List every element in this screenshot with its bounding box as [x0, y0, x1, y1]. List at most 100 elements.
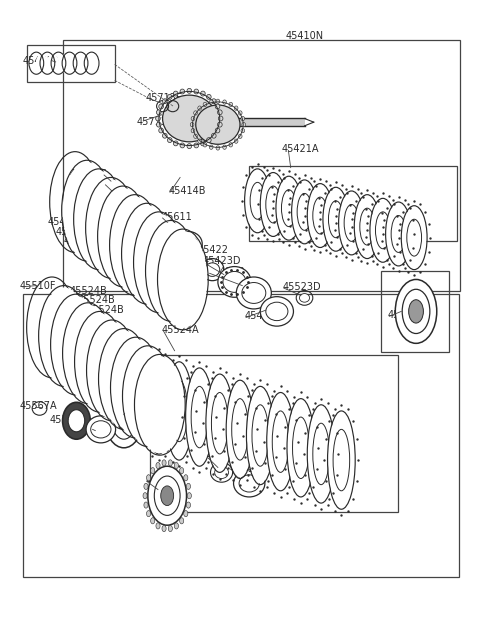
Text: 45523D: 45523D	[282, 282, 321, 292]
Ellipse shape	[218, 266, 251, 297]
Ellipse shape	[402, 207, 427, 268]
Text: 45523: 45523	[134, 392, 165, 403]
Ellipse shape	[227, 381, 253, 477]
Ellipse shape	[68, 410, 84, 432]
Text: 45524B: 45524B	[70, 285, 107, 296]
Ellipse shape	[168, 460, 172, 466]
Ellipse shape	[62, 403, 90, 439]
Ellipse shape	[239, 475, 259, 492]
Ellipse shape	[123, 348, 172, 445]
Ellipse shape	[168, 138, 172, 143]
Ellipse shape	[180, 143, 185, 148]
Text: 45443T: 45443T	[72, 246, 109, 256]
Text: 45456B: 45456B	[387, 310, 425, 320]
Ellipse shape	[148, 466, 187, 525]
Ellipse shape	[184, 475, 188, 481]
Ellipse shape	[163, 99, 167, 104]
Ellipse shape	[174, 463, 179, 468]
Ellipse shape	[91, 420, 111, 438]
Ellipse shape	[201, 141, 205, 146]
Ellipse shape	[408, 300, 423, 323]
Ellipse shape	[186, 502, 191, 508]
Ellipse shape	[215, 128, 220, 133]
Text: 45443T: 45443T	[56, 227, 92, 237]
Text: 45510F: 45510F	[20, 280, 56, 291]
Ellipse shape	[163, 133, 167, 138]
Ellipse shape	[239, 111, 242, 115]
Ellipse shape	[190, 122, 194, 127]
Ellipse shape	[339, 192, 364, 253]
Ellipse shape	[75, 313, 124, 410]
Bar	[23, 294, 459, 577]
Ellipse shape	[151, 468, 155, 474]
Ellipse shape	[180, 89, 185, 94]
Text: 45567A: 45567A	[20, 401, 58, 411]
Ellipse shape	[111, 339, 160, 436]
Ellipse shape	[168, 525, 172, 532]
Ellipse shape	[194, 89, 199, 94]
Ellipse shape	[241, 129, 245, 133]
Text: 45611: 45611	[162, 212, 192, 222]
Ellipse shape	[62, 162, 111, 259]
Ellipse shape	[288, 400, 314, 496]
Ellipse shape	[223, 271, 246, 292]
Ellipse shape	[223, 145, 227, 149]
Ellipse shape	[229, 102, 233, 106]
Ellipse shape	[69, 54, 81, 72]
Bar	[27, 45, 115, 82]
Ellipse shape	[355, 196, 380, 257]
Ellipse shape	[159, 104, 163, 109]
Ellipse shape	[118, 412, 131, 430]
Ellipse shape	[112, 403, 136, 439]
Text: 45443T: 45443T	[78, 179, 114, 189]
Text: 45422: 45422	[198, 245, 228, 255]
Ellipse shape	[161, 486, 174, 506]
Bar	[381, 271, 449, 352]
Ellipse shape	[74, 171, 123, 268]
Ellipse shape	[98, 188, 147, 285]
Ellipse shape	[86, 179, 135, 276]
Text: 45442F: 45442F	[245, 311, 281, 321]
Ellipse shape	[371, 200, 396, 261]
Ellipse shape	[267, 394, 294, 490]
Ellipse shape	[247, 388, 274, 483]
Ellipse shape	[174, 523, 179, 529]
Ellipse shape	[191, 129, 195, 133]
Text: 45443T: 45443T	[86, 188, 123, 198]
Ellipse shape	[184, 511, 188, 516]
Ellipse shape	[143, 493, 147, 499]
Ellipse shape	[194, 134, 197, 138]
Bar	[166, 118, 304, 126]
Ellipse shape	[145, 357, 172, 452]
Ellipse shape	[173, 141, 178, 146]
Text: 45511E: 45511E	[205, 451, 242, 461]
Ellipse shape	[146, 511, 151, 516]
Ellipse shape	[39, 287, 88, 385]
Text: 45524B: 45524B	[48, 327, 85, 337]
Ellipse shape	[212, 133, 216, 138]
Ellipse shape	[201, 91, 205, 96]
Ellipse shape	[196, 105, 240, 144]
Ellipse shape	[146, 222, 195, 319]
Text: 45443T: 45443T	[95, 198, 131, 208]
Ellipse shape	[186, 483, 191, 490]
Ellipse shape	[239, 134, 242, 138]
Ellipse shape	[151, 518, 155, 524]
Text: 45443T: 45443T	[48, 217, 84, 227]
Ellipse shape	[194, 111, 197, 115]
Ellipse shape	[229, 143, 233, 147]
Ellipse shape	[308, 406, 335, 502]
Ellipse shape	[36, 54, 48, 72]
Ellipse shape	[205, 263, 220, 276]
Ellipse shape	[162, 525, 166, 532]
Text: 45514A: 45514A	[230, 464, 267, 474]
Text: 45524B: 45524B	[56, 337, 94, 347]
Text: 45443T: 45443T	[70, 169, 106, 179]
Text: 45542D: 45542D	[49, 415, 88, 424]
Ellipse shape	[206, 375, 233, 471]
Text: 45713E: 45713E	[145, 93, 182, 102]
Text: 45524B: 45524B	[72, 356, 110, 367]
Ellipse shape	[173, 91, 178, 96]
Ellipse shape	[223, 100, 227, 104]
Ellipse shape	[162, 460, 166, 466]
